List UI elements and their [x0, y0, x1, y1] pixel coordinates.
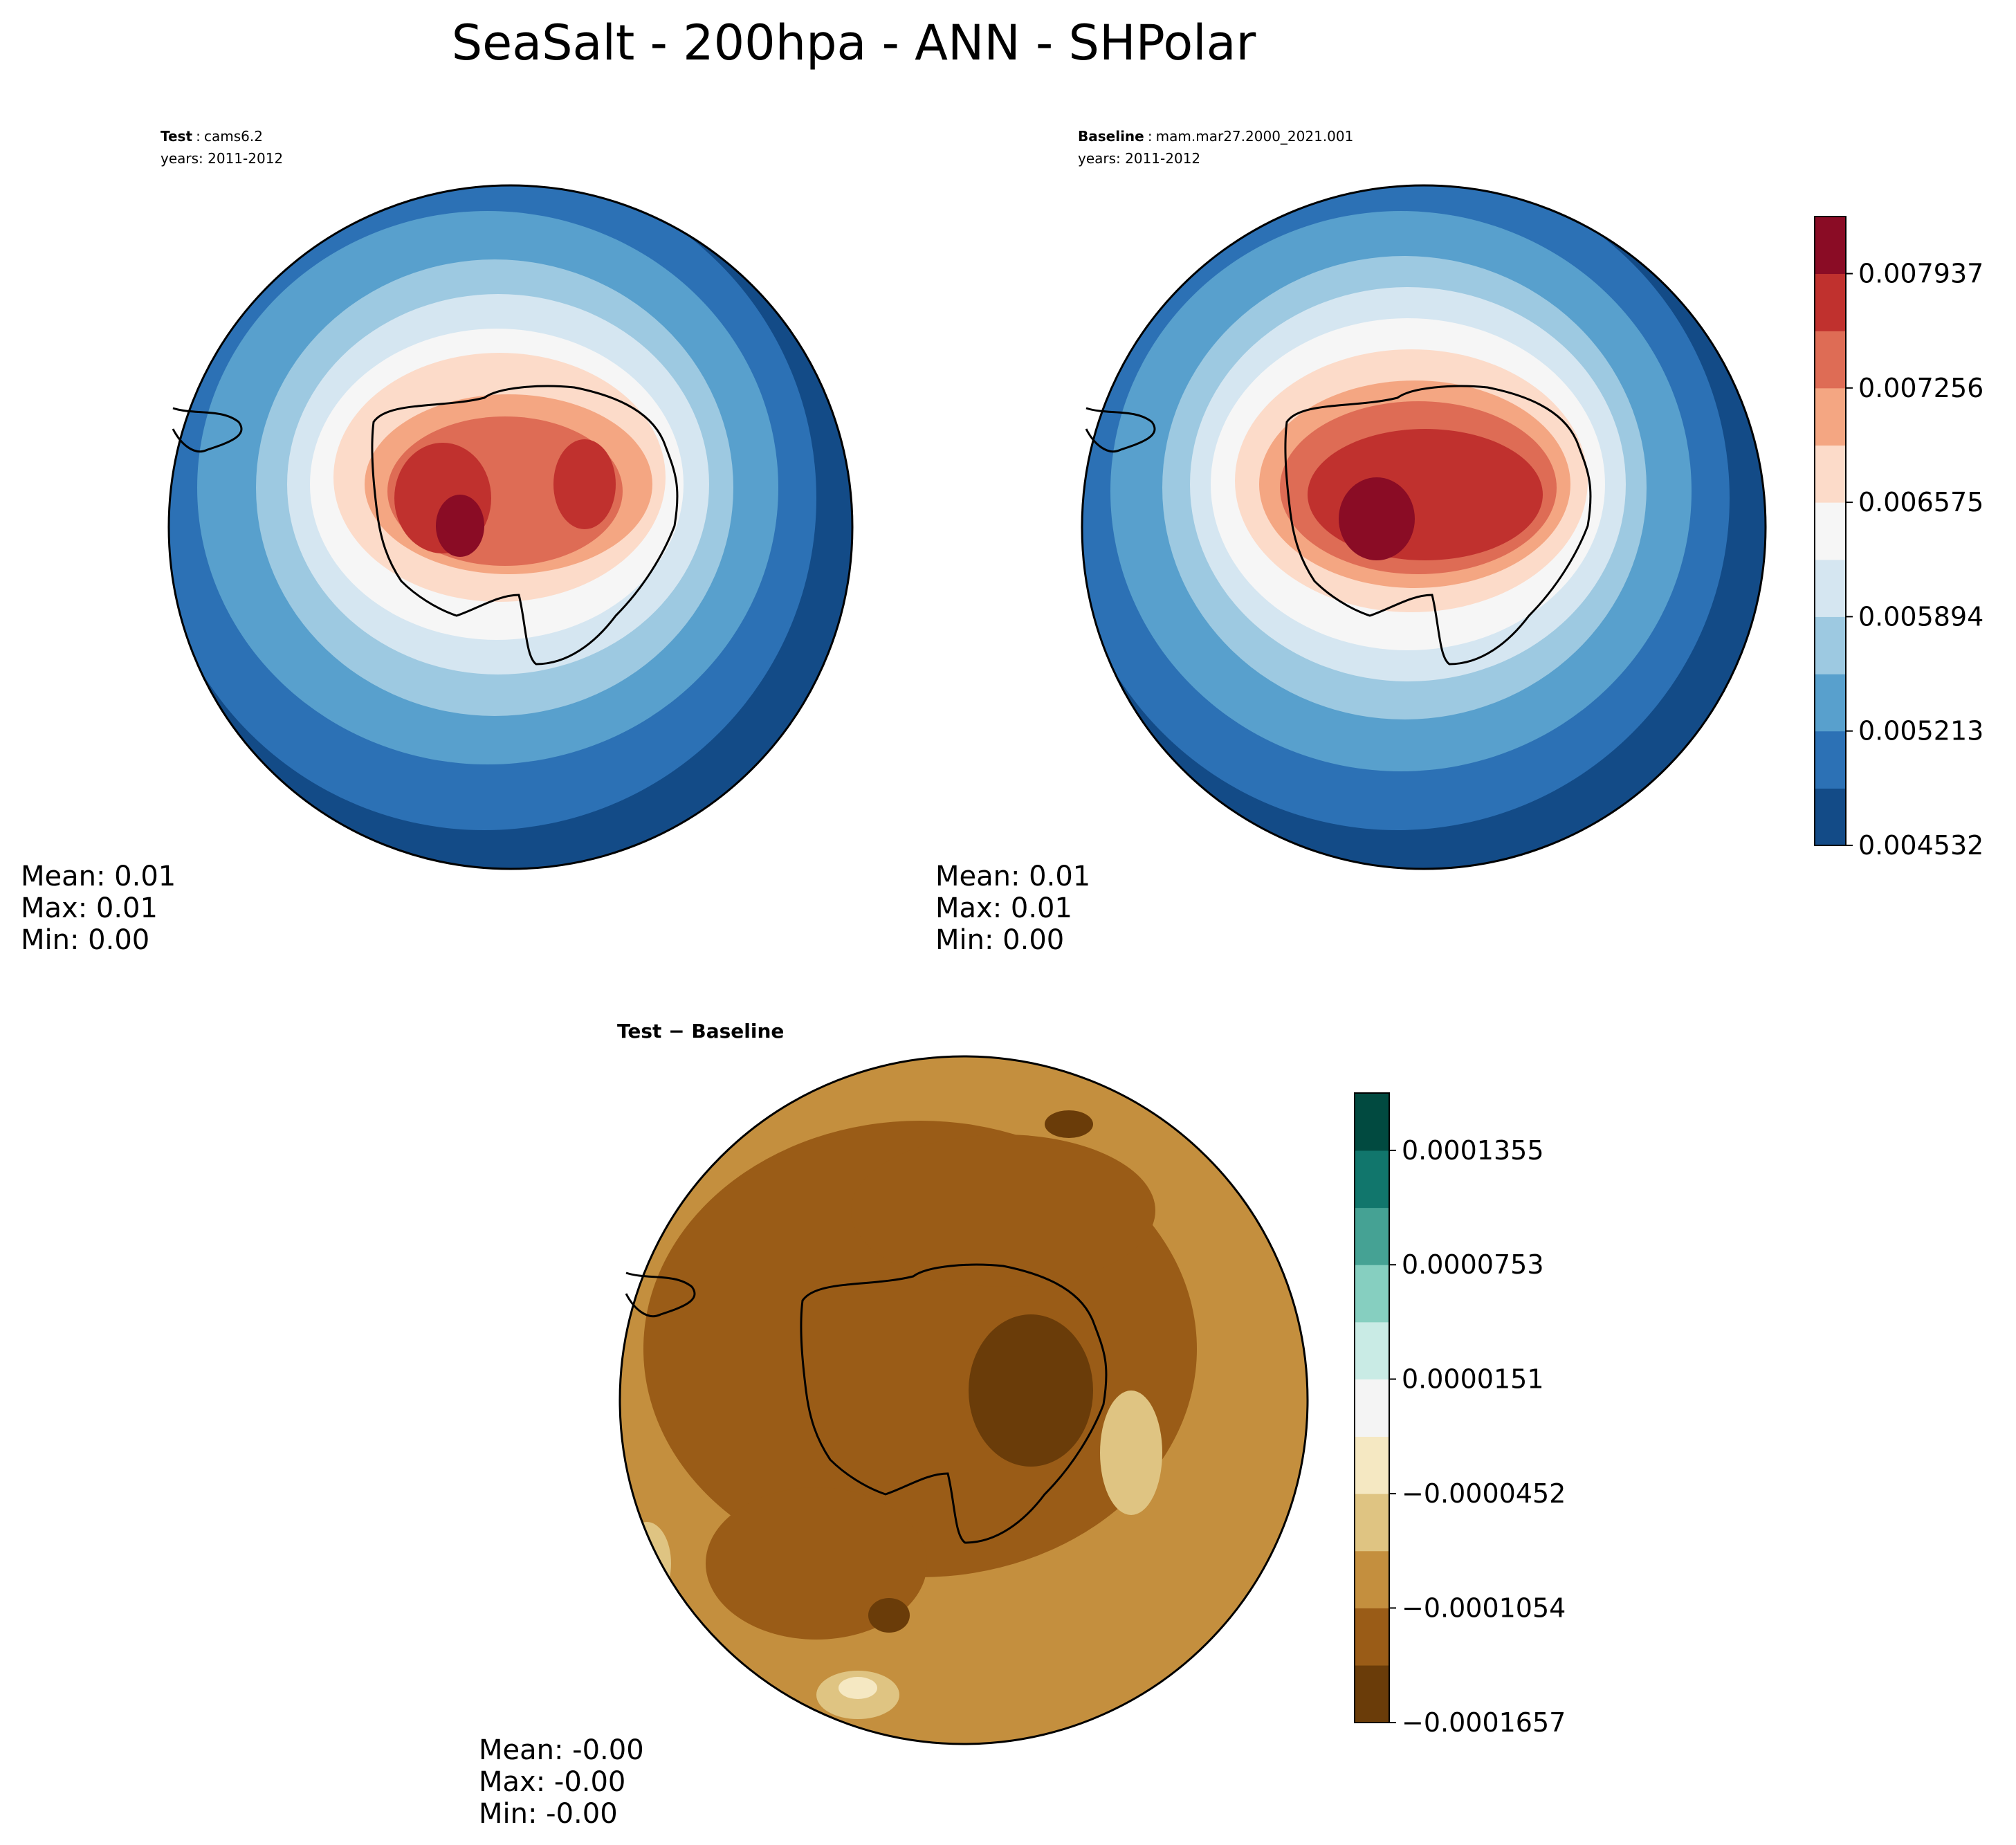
difference-mean: Mean: -0.00: [479, 1734, 644, 1766]
difference-colorbar-swatch: [1355, 1665, 1389, 1723]
test-label: Test: [161, 128, 192, 145]
test-baseline-colorbar-swatch: [1815, 273, 1846, 331]
difference-colorbar-tick-label: −0.0001054: [1402, 1592, 1566, 1623]
test-baseline-colorbar-swatch: [1815, 616, 1846, 674]
baseline-map-boundary: [1081, 184, 1767, 870]
difference-colorbar-swatch: [1355, 1321, 1389, 1380]
baseline-years: years: 2011-2012: [1078, 150, 1200, 167]
baseline-band-10: [1339, 477, 1415, 560]
test-baseline-colorbar-swatch: [1815, 788, 1846, 846]
difference-colorbar-swatch: [1355, 1150, 1389, 1209]
test-panel: Test : cams6.2 years: 2011-2012 Mean: 0.…: [21, 128, 854, 956]
difference-colorbar-swatch: [1355, 1265, 1389, 1323]
test-baseline-colorbar: 0.004532 0.005213 0.005894 0.006575 0.007256…: [1814, 216, 1983, 861]
baseline-sep: :: [1148, 128, 1153, 145]
diff-band-4: [839, 1677, 877, 1699]
baseline-min: Min: 0.00: [935, 924, 1064, 956]
figure-title: SeaSalt - 200hpa - ANN - SHPolar: [452, 15, 1256, 71]
difference-title: Test − Baseline: [617, 1020, 784, 1043]
test-max: Max: 0.01: [21, 892, 158, 924]
baseline-south-america-outline: [1085, 407, 1156, 453]
difference-colorbar-tick-label: −0.0000452: [1402, 1478, 1566, 1509]
test-baseline-colorbar-swatch: [1815, 559, 1846, 617]
test-years: years: 2011-2012: [161, 150, 283, 167]
baseline-label: Baseline: [1078, 128, 1144, 145]
test-baseline-colorbar-tick-label: 0.007937: [1858, 259, 1983, 289]
test-baseline-colorbar-tick-label: 0.005213: [1858, 716, 1983, 746]
test-baseline-colorbar-swatch: [1815, 387, 1846, 446]
difference-min: Min: -0.00: [479, 1798, 618, 1830]
test-min: Min: 0.00: [21, 924, 149, 956]
test-baseline-colorbar-swatch: [1815, 674, 1846, 732]
test-baseline-colorbar-swatch: [1815, 502, 1846, 560]
difference-colorbar-swatch: [1355, 1550, 1389, 1608]
diff-band-1b: [706, 1487, 927, 1640]
difference-colorbar-frame: [1354, 1092, 1390, 1723]
difference-south-america-outline: [625, 1272, 696, 1318]
baseline-map: [1082, 185, 1766, 869]
difference-max: Max: -0.00: [479, 1766, 625, 1798]
difference-colorbar-swatch: [1355, 1608, 1389, 1666]
test-panel-header: Test : cams6.2: [161, 128, 263, 145]
test-band-10: [436, 495, 484, 557]
test-baseline-colorbar-tick-label: 0.004532: [1858, 830, 1983, 861]
test-mean: Mean: 0.01: [21, 861, 176, 892]
difference-colorbar-tick-label: 0.0001355: [1402, 1135, 1544, 1166]
test-baseline-colorbar-frame: [1814, 216, 1847, 846]
difference-panel: Test − Baseline Mean: -0.00 Max: -0.00 M…: [479, 1020, 1309, 1830]
test-baseline-colorbar-swatch: [1815, 331, 1846, 389]
test-case-name: cams6.2: [204, 128, 263, 145]
diff-band-0b: [1045, 1110, 1093, 1138]
difference-colorbar-tick-label: −0.0001657: [1402, 1707, 1566, 1738]
baseline-antarctica-outline: [1284, 385, 1592, 666]
baseline-band-9: [1308, 429, 1543, 560]
test-baseline-colorbar-tick-label: 0.005894: [1858, 601, 1983, 632]
difference-colorbar-swatch: [1355, 1207, 1389, 1265]
test-map: [169, 185, 852, 869]
diff-band-0: [969, 1314, 1093, 1467]
test-baseline-colorbar-tick-label: 0.006575: [1858, 487, 1983, 517]
test-antarctica-outline: [371, 385, 679, 666]
diff-band-3c: [1100, 1390, 1162, 1515]
difference-colorbar-tick-label: 0.0000151: [1402, 1364, 1544, 1395]
test-south-america-outline: [172, 407, 243, 453]
difference-colorbar-swatch: [1355, 1093, 1389, 1151]
difference-colorbar-tick-label: 0.0000753: [1402, 1249, 1544, 1280]
difference-colorbar-swatch: [1355, 1494, 1389, 1552]
difference-colorbar-swatch: [1355, 1379, 1389, 1437]
difference-colorbar: −0.0001657 −0.0001054 −0.0000452 0.0000151 0…: [1354, 1092, 1566, 1738]
test-map-boundary: [167, 184, 854, 870]
baseline-max: Max: 0.01: [935, 892, 1072, 924]
difference-map-boundary: [618, 1055, 1309, 1745]
baseline-case-name: mam.mar27.2000_2021.001: [1156, 128, 1354, 145]
baseline-panel-header: Baseline : mam.mar27.2000_2021.001: [1078, 128, 1353, 145]
difference-map: [620, 1056, 1308, 1744]
test-band-9b: [553, 439, 616, 529]
test-baseline-colorbar-tick-label: 0.007256: [1858, 373, 1983, 403]
baseline-mean: Mean: 0.01: [935, 861, 1090, 892]
difference-colorbar-swatch: [1355, 1436, 1389, 1494]
diff-band-0c: [868, 1598, 910, 1633]
diff-band-1c: [851, 1135, 1155, 1287]
test-baseline-colorbar-swatch: [1815, 217, 1846, 275]
difference-antarctica-outline: [800, 1263, 1108, 1544]
test-baseline-colorbar-swatch: [1815, 731, 1846, 789]
test-sep: :: [196, 128, 201, 145]
baseline-panel: Baseline : mam.mar27.2000_2021.001 years…: [935, 128, 1767, 956]
test-baseline-colorbar-swatch: [1815, 445, 1846, 503]
